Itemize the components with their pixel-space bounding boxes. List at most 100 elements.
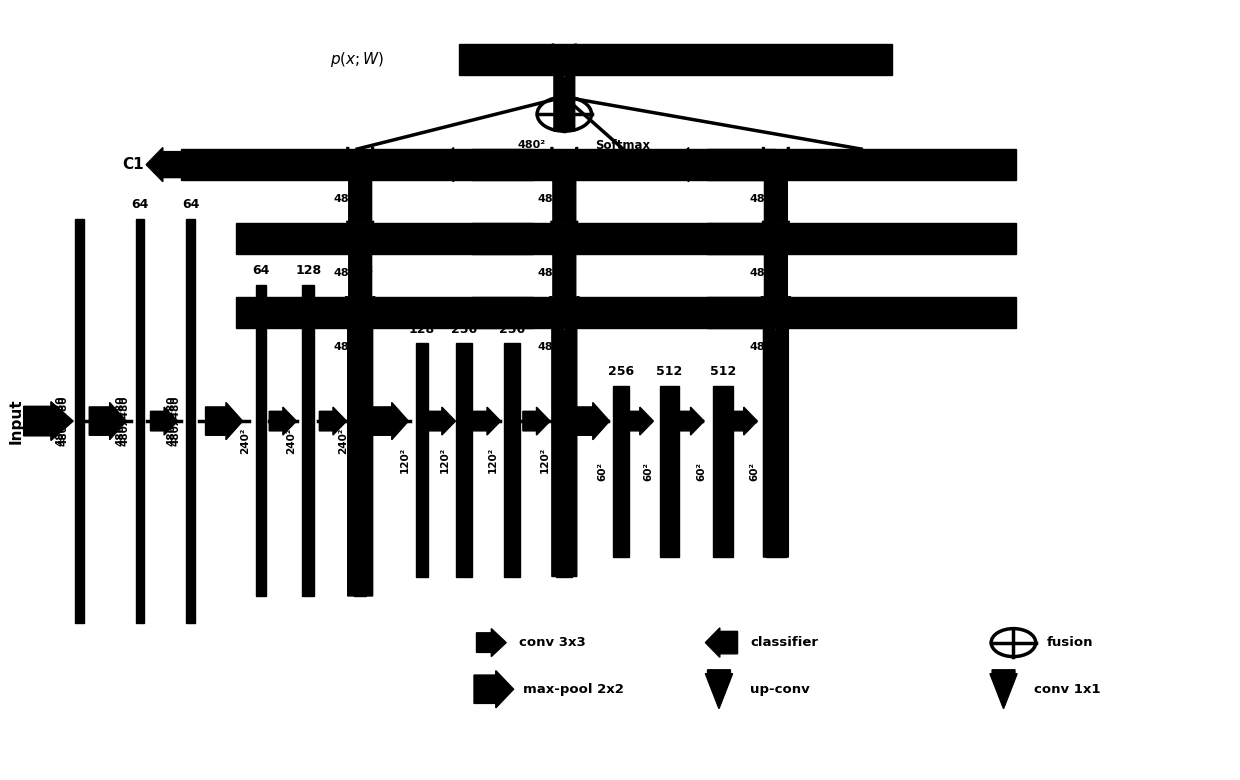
- Polygon shape: [677, 407, 704, 435]
- Polygon shape: [269, 407, 296, 435]
- Text: conv 1x1: conv 1x1: [1034, 682, 1101, 696]
- Text: 120²: 120²: [489, 447, 498, 473]
- Text: 480²: 480²: [538, 268, 565, 278]
- Text: classifier: classifier: [750, 636, 818, 649]
- Text: Input: Input: [9, 399, 24, 444]
- Polygon shape: [990, 670, 1017, 709]
- Bar: [707, 223, 1016, 254]
- Text: 60²: 60²: [750, 462, 760, 481]
- Polygon shape: [672, 147, 709, 182]
- Text: 120²: 120²: [399, 447, 409, 473]
- Bar: [353, 285, 366, 596]
- Polygon shape: [706, 670, 733, 709]
- Text: 480²: 480²: [334, 194, 362, 204]
- Text: 256: 256: [608, 365, 635, 378]
- Polygon shape: [552, 44, 577, 131]
- Text: 120²: 120²: [541, 447, 551, 473]
- Bar: [505, 343, 521, 576]
- Text: 480x480: 480x480: [58, 395, 68, 446]
- Text: 2: 2: [713, 306, 720, 316]
- Text: up-conv: up-conv: [750, 682, 810, 696]
- Bar: [459, 44, 893, 75]
- Text: 2: 2: [187, 158, 195, 168]
- Text: Softmax: Softmax: [595, 139, 651, 151]
- Text: 480x480: 480x480: [119, 395, 129, 446]
- Polygon shape: [206, 402, 243, 440]
- Text: C2: C2: [413, 157, 434, 172]
- Text: 2: 2: [243, 232, 250, 242]
- Bar: [237, 223, 533, 254]
- Text: 128: 128: [295, 264, 321, 278]
- Bar: [186, 219, 195, 623]
- Bar: [74, 219, 83, 623]
- Text: 240²: 240²: [286, 427, 296, 454]
- Polygon shape: [345, 296, 374, 596]
- Bar: [471, 149, 775, 180]
- Text: 256: 256: [451, 323, 477, 335]
- Polygon shape: [346, 147, 373, 223]
- Text: 480²: 480²: [334, 342, 362, 352]
- Text: 2: 2: [243, 306, 250, 316]
- Text: 128: 128: [347, 264, 373, 278]
- Bar: [707, 149, 1016, 180]
- Polygon shape: [89, 402, 126, 440]
- Text: 2: 2: [477, 158, 486, 168]
- Text: 480²: 480²: [517, 140, 546, 151]
- Polygon shape: [474, 407, 501, 435]
- Polygon shape: [428, 407, 455, 435]
- Text: max-pool 2x2: max-pool 2x2: [523, 682, 625, 696]
- Polygon shape: [371, 402, 408, 440]
- Polygon shape: [476, 629, 506, 657]
- Text: 512: 512: [709, 365, 735, 378]
- Text: 2: 2: [713, 232, 720, 242]
- Text: 480x480: 480x480: [170, 395, 180, 446]
- Bar: [181, 149, 533, 180]
- Bar: [303, 285, 315, 596]
- Bar: [415, 343, 428, 576]
- Text: 240²: 240²: [241, 427, 250, 454]
- Polygon shape: [706, 628, 738, 658]
- Bar: [135, 219, 144, 623]
- Polygon shape: [573, 402, 610, 440]
- Polygon shape: [763, 222, 790, 296]
- Text: 480²: 480²: [334, 268, 362, 278]
- Text: 480²: 480²: [538, 342, 565, 352]
- Text: 480²: 480²: [538, 194, 565, 204]
- Bar: [257, 285, 267, 596]
- Bar: [456, 343, 472, 576]
- Text: 2: 2: [713, 158, 720, 168]
- Text: 120²: 120²: [440, 447, 450, 473]
- Bar: [707, 296, 1016, 328]
- Text: $p(x;W)$: $p(x;W)$: [331, 50, 384, 69]
- Text: 256: 256: [500, 323, 526, 335]
- Text: C1: C1: [122, 157, 144, 172]
- Text: 2: 2: [477, 306, 486, 316]
- Polygon shape: [523, 407, 551, 435]
- Polygon shape: [626, 407, 653, 435]
- Polygon shape: [320, 407, 346, 435]
- Text: 64: 64: [131, 198, 149, 211]
- Text: 60²: 60²: [596, 462, 608, 481]
- Bar: [766, 386, 786, 557]
- Text: 480x480: 480x480: [115, 395, 125, 446]
- Bar: [713, 386, 733, 557]
- Bar: [237, 296, 533, 328]
- Text: 480²: 480²: [749, 268, 777, 278]
- Polygon shape: [551, 222, 578, 296]
- Polygon shape: [763, 147, 790, 223]
- Text: 480x480: 480x480: [166, 395, 176, 446]
- Text: 64: 64: [182, 198, 200, 211]
- Polygon shape: [346, 222, 373, 296]
- Polygon shape: [730, 407, 758, 435]
- Text: 480²: 480²: [749, 194, 777, 204]
- Bar: [471, 223, 775, 254]
- Text: 60²: 60²: [644, 462, 653, 481]
- Bar: [660, 386, 680, 557]
- Text: C3: C3: [647, 157, 670, 172]
- Text: 240²: 240²: [337, 427, 347, 454]
- Polygon shape: [146, 147, 184, 182]
- Polygon shape: [150, 407, 177, 435]
- Polygon shape: [24, 402, 73, 441]
- Polygon shape: [436, 147, 474, 182]
- Text: 64: 64: [253, 264, 270, 278]
